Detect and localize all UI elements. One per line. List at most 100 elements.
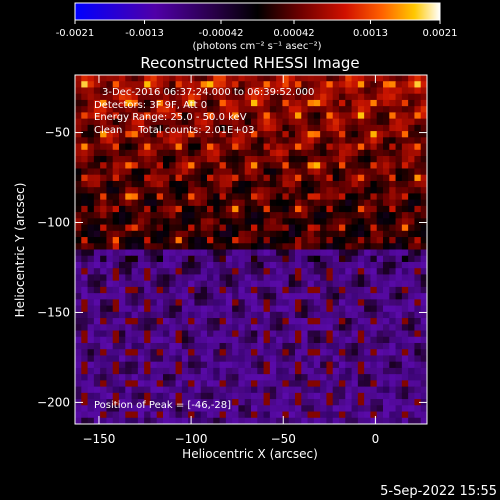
heatmap-cell xyxy=(339,218,346,225)
heatmap-cell xyxy=(244,355,252,363)
heatmap-cell xyxy=(163,349,170,356)
heatmap-cell xyxy=(93,399,101,406)
heatmap-cell xyxy=(238,124,246,132)
heatmap-cell xyxy=(125,374,132,381)
heatmap-cell xyxy=(163,417,170,425)
heatmap-cell xyxy=(232,218,239,225)
heatmap-cell xyxy=(414,405,422,412)
heatmap-cell xyxy=(169,417,176,425)
heatmap-cell xyxy=(370,374,378,381)
heatmap-cell xyxy=(188,199,195,207)
heatmap-cell xyxy=(188,87,195,95)
heatmap-cell xyxy=(181,299,189,306)
heatmap-cell xyxy=(351,162,359,169)
heatmap-cell xyxy=(351,392,359,400)
heatmap-cell xyxy=(188,249,195,257)
heatmap-cell xyxy=(163,205,170,213)
heatmap-cell xyxy=(87,224,95,232)
heatmap-cell xyxy=(225,355,233,363)
heatmap-cell xyxy=(276,392,283,400)
heatmap-cell xyxy=(326,399,334,406)
heatmap-cell xyxy=(376,336,384,344)
heatmap-cell xyxy=(263,349,271,356)
heatmap-cell xyxy=(169,218,176,225)
heatmap-cell xyxy=(219,274,227,282)
heatmap-cell xyxy=(238,99,246,107)
heatmap-cell xyxy=(339,399,346,406)
heatmap-cell xyxy=(93,87,101,95)
heatmap-cell xyxy=(112,330,120,338)
heatmap-cell xyxy=(119,274,126,282)
heatmap-cell xyxy=(339,243,346,250)
heatmap-cell xyxy=(295,218,302,225)
heatmap-cell xyxy=(125,124,132,132)
heatmap-cell xyxy=(156,81,164,88)
heatmap-cell xyxy=(301,106,308,113)
heatmap-cell xyxy=(156,156,164,163)
heatmap-cell xyxy=(100,286,107,294)
heatmap-cell xyxy=(232,367,239,375)
heatmap-cell xyxy=(307,280,315,288)
heatmap-cell xyxy=(370,230,378,238)
heatmap-cell xyxy=(276,212,283,219)
x-axis-label: Heliocentric X (arcsec) xyxy=(182,447,318,461)
heatmap-cell xyxy=(345,349,352,356)
heatmap-cell xyxy=(225,137,233,144)
heatmap-cell xyxy=(156,318,164,325)
heatmap-cell xyxy=(357,99,365,107)
heatmap-cell xyxy=(414,99,422,107)
heatmap-cell xyxy=(232,199,239,207)
heatmap-cell xyxy=(401,255,409,263)
heatmap-cell xyxy=(357,311,365,319)
heatmap-cell xyxy=(401,336,409,344)
heatmap-cell xyxy=(100,330,107,338)
heatmap-cell xyxy=(156,112,164,120)
heatmap-cell xyxy=(351,342,359,350)
heatmap-cell xyxy=(276,311,283,319)
heatmap-cell xyxy=(144,75,151,82)
heatmap-cell xyxy=(345,205,352,213)
heatmap-cell xyxy=(156,243,164,250)
heatmap-cell xyxy=(357,330,365,338)
heatmap-cell xyxy=(395,417,403,425)
heatmap-cell xyxy=(263,230,271,238)
heatmap-cell xyxy=(87,237,95,244)
heatmap-cell xyxy=(137,131,145,138)
heatmap-cell xyxy=(219,230,227,238)
heatmap-cell xyxy=(383,318,390,325)
heatmap-cell xyxy=(357,218,365,225)
heatmap-cell xyxy=(263,137,271,144)
heatmap-cell xyxy=(238,342,246,350)
heatmap-cell xyxy=(395,218,403,225)
heatmap-cell xyxy=(150,355,158,363)
heatmap-cell xyxy=(112,174,120,182)
heatmap-cell xyxy=(251,405,258,412)
heatmap-cell xyxy=(213,187,220,194)
heatmap-cell xyxy=(263,255,271,263)
heatmap-cell xyxy=(75,405,82,412)
heatmap-cell xyxy=(269,380,277,388)
heatmap-cell xyxy=(383,261,390,269)
heatmap-cell xyxy=(401,212,409,219)
heatmap-cell xyxy=(181,367,189,375)
heatmap-cell xyxy=(156,249,164,257)
heatmap-cell xyxy=(313,193,321,201)
heatmap-cell xyxy=(288,374,296,381)
heatmap-cell xyxy=(364,93,371,101)
heatmap-cell xyxy=(119,118,126,126)
heatmap-cell xyxy=(320,367,327,375)
heatmap-cell xyxy=(269,311,277,319)
heatmap-cell xyxy=(383,386,390,394)
heatmap-cell xyxy=(269,174,277,182)
heatmap-cell xyxy=(175,193,183,201)
heatmap-cell xyxy=(125,81,132,88)
heatmap-cell xyxy=(288,349,296,356)
heatmap-cell xyxy=(326,243,334,250)
heatmap-cell xyxy=(119,112,126,120)
heatmap-cell xyxy=(137,336,145,344)
heatmap-cell xyxy=(194,106,202,113)
heatmap-cell xyxy=(207,330,214,338)
heatmap-cell xyxy=(75,311,82,319)
heatmap-cell xyxy=(125,224,132,232)
heatmap-cell xyxy=(194,355,202,363)
